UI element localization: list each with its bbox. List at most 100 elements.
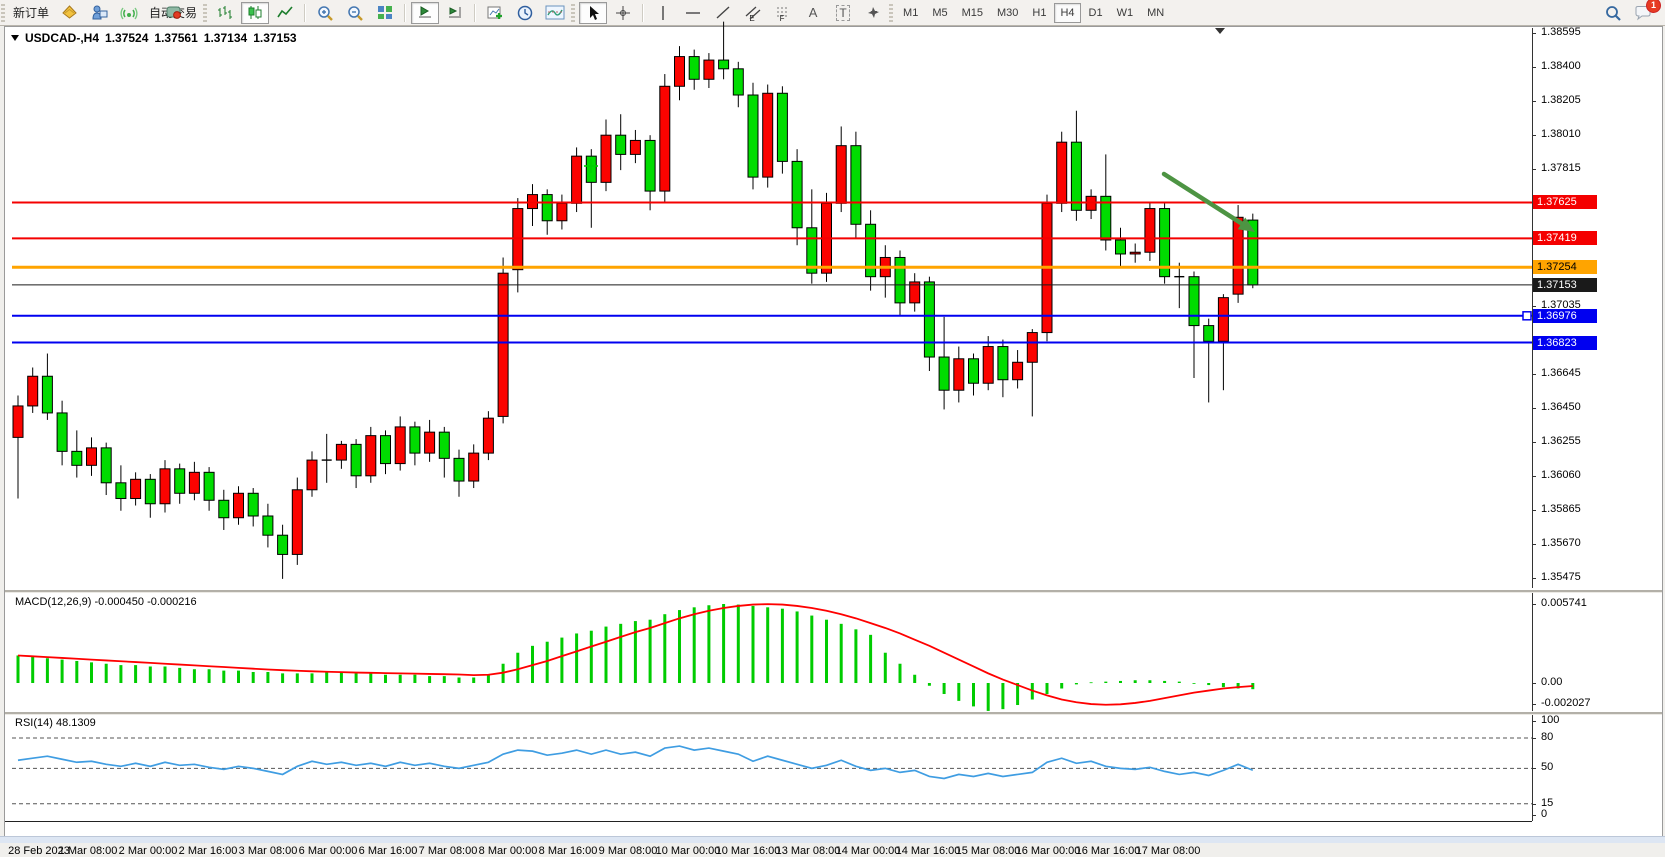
new-chart-button[interactable]: [481, 2, 509, 24]
notifications-button[interactable]: 1: [1629, 0, 1661, 24]
equidistant-channel-icon: [745, 6, 761, 20]
main-chart-canvas[interactable]: [12, 21, 1532, 594]
macd-panel-canvas[interactable]: [12, 593, 1532, 711]
auto-scroll-icon: [418, 6, 431, 18]
timeframe-button-mn[interactable]: MN: [1147, 6, 1165, 19]
periods-button[interactable]: [511, 2, 539, 24]
search-button[interactable]: [1599, 2, 1627, 24]
time-axis-label: 14 Mar 16:00: [895, 845, 961, 857]
time-axis-label: 13 Mar 08:00: [775, 845, 841, 857]
price-axis-border: [1532, 28, 1533, 588]
macd-histogram: [16, 604, 1255, 711]
macd-signal-line: [17, 603, 1253, 706]
toolbar-drag-handle[interactable]: [889, 3, 894, 22]
price-tick-mark: [1532, 135, 1536, 137]
price-tick-label: 1.38400: [1541, 60, 1581, 73]
timeframe-button-m1[interactable]: M1: [903, 6, 919, 19]
panel-splitter[interactable]: [5, 712, 1662, 715]
main-toolbar: 新订单 自动交易: [0, 0, 1665, 26]
macd-tick-mark: [1532, 604, 1536, 605]
bar-chart-mode-button[interactable]: [211, 2, 239, 24]
toolbar-drag-handle[interactable]: [203, 3, 208, 22]
time-axis-label: 6 Mar 16:00: [358, 845, 418, 857]
chart-shift-button[interactable]: [441, 2, 469, 24]
text-label-tool-button[interactable]: T: [829, 2, 857, 24]
rsi-tick-mark: [1532, 737, 1536, 739]
fibonacci-icon: [777, 7, 790, 17]
channel-tool-button[interactable]: E: [739, 2, 767, 24]
rsi-axis-label: 100: [1541, 714, 1560, 726]
auto-trading-button[interactable]: 自动交易: [145, 2, 201, 24]
zoom-out-icon: [347, 5, 363, 21]
quote-high: 1.37561: [154, 31, 198, 45]
zoom-in-button[interactable]: [311, 2, 339, 24]
price-tick-label: 1.38205: [1541, 94, 1581, 107]
panel-splitter[interactable]: [5, 590, 1662, 593]
tile-windows-button[interactable]: [371, 2, 399, 24]
time-axis-label: 7 Mar 08:00: [418, 845, 478, 857]
trade-monitor-icon: [92, 5, 108, 20]
trend-arrow-annotation[interactable]: [1161, 171, 1255, 232]
price-tick-mark: [1532, 305, 1536, 307]
price-level-badge-1.37254: 1.37254: [1533, 260, 1597, 275]
rsi-panel-canvas[interactable]: [12, 715, 1532, 821]
time-axis-label: 2 Mar 00:00: [118, 845, 178, 857]
toolbar-drag-handle[interactable]: [571, 3, 576, 22]
cursor-tool-button[interactable]: [579, 1, 608, 24]
arrows-tool-button[interactable]: [859, 2, 887, 24]
time-axis-label: 8 Mar 16:00: [538, 845, 598, 857]
rsi-tick-mark: [1532, 815, 1536, 816]
trendline-icon: [716, 6, 730, 19]
line-chart-mode-button[interactable]: [271, 2, 299, 24]
signal-button[interactable]: [115, 2, 143, 24]
crosshair-icon: [616, 5, 631, 20]
timeframe-button-h1[interactable]: H1: [1032, 6, 1047, 19]
auto-scroll-button[interactable]: [411, 1, 440, 24]
trade-monitor-button[interactable]: [85, 2, 113, 24]
trendline-tool-button[interactable]: [709, 2, 737, 24]
candlestick-icon: [248, 6, 262, 19]
text-tool-button[interactable]: A: [799, 2, 827, 24]
cross-marker-annotation[interactable]: [584, 159, 598, 173]
new-order-button[interactable]: 新订单: [9, 2, 53, 24]
quote-close: 1.37153: [253, 31, 297, 45]
clock-icon: [517, 5, 533, 20]
fibonacci-tool-button[interactable]: F: [769, 2, 797, 24]
rsi-tick-mark: [1532, 721, 1536, 722]
price-tick-label: 1.38595: [1541, 26, 1581, 38]
vertical-line-tool-button[interactable]: [649, 2, 677, 24]
timeframe-button-d1[interactable]: D1: [1088, 6, 1103, 19]
rsi-axis-label: 80: [1541, 730, 1554, 743]
crosshair-tool-button[interactable]: [609, 2, 637, 24]
price-tick-label: 1.38010: [1541, 128, 1581, 141]
level-line-handle[interactable]: [1522, 311, 1532, 321]
horizontal-line-tool-button[interactable]: [679, 2, 707, 24]
price-tick-mark: [1532, 169, 1536, 171]
time-axis-label: 10 Mar 00:00: [655, 845, 721, 857]
search-icon: [1605, 5, 1621, 21]
macd-indicator-label: MACD(12,26,9) -0.000450 -0.000216: [15, 596, 197, 608]
new-chart-icon: [487, 6, 502, 19]
price-level-badge-1.37419: 1.37419: [1533, 231, 1597, 246]
candlestick-mode-button[interactable]: [241, 1, 270, 24]
gold-ingot-button[interactable]: [55, 2, 83, 24]
timeframe-button-m15[interactable]: M15: [961, 6, 983, 19]
timeframe-button-m5[interactable]: M5: [932, 6, 948, 19]
zoom-out-button[interactable]: [341, 2, 369, 24]
price-level-badge-1.37625: 1.37625: [1533, 195, 1597, 210]
rsi-tick-mark: [1532, 768, 1536, 770]
chart-shift-marker[interactable]: [1215, 28, 1225, 34]
price-tick-mark: [1532, 67, 1536, 69]
quote-low: 1.37134: [203, 31, 248, 45]
price-tick-mark: [1532, 543, 1536, 545]
timeframe-button-h4[interactable]: H4: [1054, 2, 1081, 23]
timeframe-button-w1[interactable]: W1: [1116, 6, 1134, 19]
indicators-button[interactable]: [541, 2, 569, 24]
price-level-badge-1.36976: 1.36976: [1533, 308, 1597, 323]
rsi-tick-mark: [1532, 803, 1536, 805]
chart-window: USDCAD-,H4 1.37524 1.37561 1.37134 1.371…: [4, 21, 1663, 857]
rsi-bottom-border: [5, 821, 1532, 822]
chart-title-overlay[interactable]: USDCAD-,H4 1.37524 1.37561 1.37134 1.371…: [11, 31, 303, 45]
toolbar-drag-handle[interactable]: [1, 3, 5, 22]
timeframe-button-m30[interactable]: M30: [997, 6, 1019, 19]
